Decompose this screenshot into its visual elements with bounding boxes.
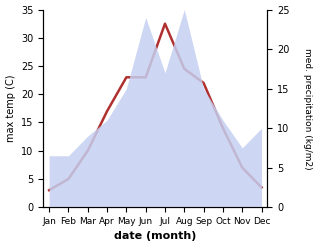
Y-axis label: med. precipitation (kg/m2): med. precipitation (kg/m2) [303, 48, 313, 169]
X-axis label: date (month): date (month) [114, 231, 197, 242]
Y-axis label: max temp (C): max temp (C) [5, 75, 16, 142]
